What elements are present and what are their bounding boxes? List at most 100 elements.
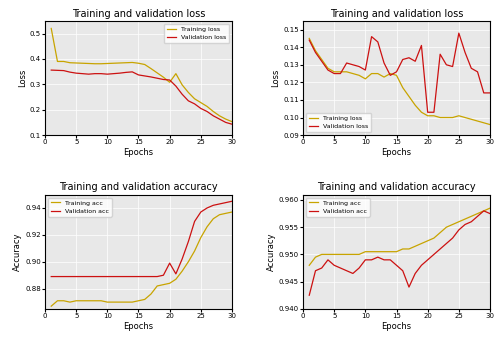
Validation loss [130, 70, 136, 74]
Training acc [431, 236, 437, 240]
Validation acc [48, 274, 54, 279]
Validation loss [80, 71, 86, 76]
Validation acc [186, 239, 192, 244]
Line: Validation loss: Validation loss [51, 70, 232, 124]
Validation acc [123, 274, 129, 279]
Title: Training and validation accuracy: Training and validation accuracy [317, 183, 476, 192]
Validation loss [487, 91, 493, 95]
Y-axis label: Loss: Loss [272, 69, 280, 87]
Training acc [381, 249, 387, 254]
Training loss [80, 61, 86, 65]
Validation loss [444, 63, 450, 67]
Training loss [123, 61, 129, 65]
Validation loss [331, 71, 337, 76]
Validation acc [487, 212, 493, 216]
Training acc [204, 225, 210, 229]
Training acc [418, 242, 424, 246]
Training acc [331, 252, 337, 256]
Line: Validation acc: Validation acc [310, 211, 490, 295]
Validation acc [210, 203, 216, 208]
Training acc [123, 300, 129, 304]
Training loss [437, 116, 443, 120]
Validation acc [216, 202, 222, 206]
Training acc [306, 263, 312, 268]
Validation loss [318, 59, 324, 64]
Training loss [331, 70, 337, 74]
Validation loss [468, 66, 474, 70]
Validation loss [117, 71, 123, 75]
Validation acc [362, 258, 368, 262]
Validation acc [400, 269, 406, 273]
Validation loss [186, 99, 192, 103]
Validation acc [142, 274, 148, 279]
Validation loss [418, 43, 424, 48]
Validation acc [173, 272, 179, 276]
Training acc [210, 217, 216, 221]
Validation loss [481, 91, 487, 95]
Training loss [210, 109, 216, 113]
Validation loss [54, 68, 60, 73]
Training acc [444, 225, 450, 229]
Validation loss [381, 61, 387, 65]
Validation acc [318, 266, 324, 270]
Training acc [142, 297, 148, 302]
Validation acc [375, 255, 381, 259]
Training loss [444, 116, 450, 120]
Validation acc [306, 293, 312, 297]
Training loss [368, 71, 374, 76]
Validation acc [67, 274, 73, 279]
Training acc [450, 222, 456, 227]
Validation loss [406, 56, 412, 60]
Validation loss [110, 71, 116, 76]
Training loss [375, 71, 381, 76]
Validation acc [412, 271, 418, 276]
Training acc [48, 304, 54, 308]
Validation acc [356, 266, 362, 270]
Validation acc [92, 274, 98, 279]
Line: Training acc: Training acc [310, 208, 490, 265]
Validation loss [229, 122, 235, 126]
Training loss [462, 116, 468, 120]
Validation loss [154, 76, 160, 80]
Training acc [80, 299, 86, 303]
Validation acc [450, 236, 456, 240]
Validation loss [462, 50, 468, 54]
Validation acc [166, 261, 172, 265]
Validation loss [104, 72, 110, 76]
Validation loss [368, 35, 374, 39]
Legend: Training loss, Validation loss: Training loss, Validation loss [164, 24, 229, 43]
Validation acc [222, 201, 228, 205]
Training loss [173, 71, 179, 76]
Training loss [192, 97, 198, 101]
Training acc [222, 211, 228, 215]
Validation loss [325, 68, 331, 72]
Validation loss [437, 52, 443, 56]
Validation acc [406, 285, 412, 289]
Training loss [179, 83, 185, 87]
Training loss [362, 77, 368, 81]
Training loss [306, 36, 312, 41]
Training acc [186, 260, 192, 264]
Validation loss [148, 75, 154, 79]
Validation acc [86, 274, 91, 279]
Training acc [424, 239, 430, 243]
Training acc [412, 244, 418, 248]
Training loss [54, 59, 60, 64]
Validation acc [424, 258, 430, 262]
Validation acc [110, 274, 116, 279]
Training loss [110, 61, 116, 65]
X-axis label: Epochs: Epochs [124, 148, 154, 157]
Training acc [160, 282, 166, 287]
Training loss [412, 103, 418, 107]
Validation loss [412, 59, 418, 64]
Validation loss [388, 73, 394, 77]
Training loss [73, 61, 79, 65]
Training loss [222, 117, 228, 121]
Validation acc [344, 269, 349, 273]
Training loss [350, 71, 356, 76]
Training acc [375, 249, 381, 254]
Validation acc [130, 274, 136, 279]
Training loss [474, 119, 480, 123]
Validation loss [474, 70, 480, 74]
Training loss [148, 67, 154, 71]
